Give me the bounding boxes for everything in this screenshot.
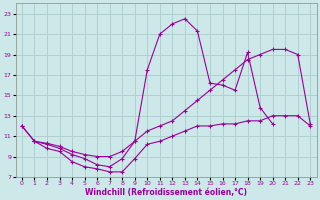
- X-axis label: Windchill (Refroidissement éolien,°C): Windchill (Refroidissement éolien,°C): [85, 188, 247, 197]
